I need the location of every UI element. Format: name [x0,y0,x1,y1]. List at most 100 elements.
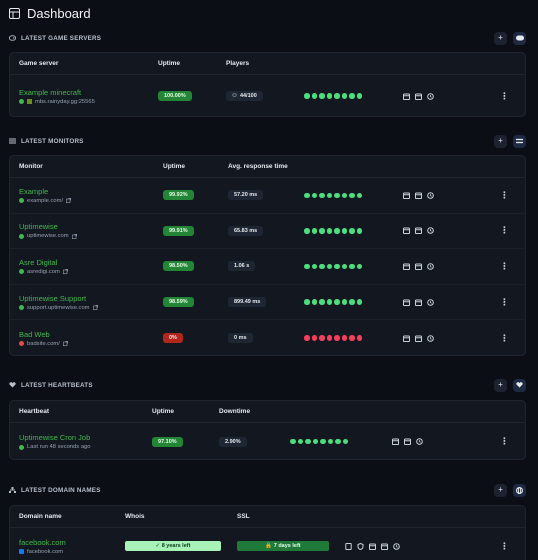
external-link-icon[interactable] [92,305,98,311]
history-icon[interactable] [416,438,423,445]
more-options-icon[interactable]: ⋮ [500,189,509,200]
more-options-icon[interactable]: ⋮ [500,436,509,446]
monitor-name[interactable]: Uptimewise Support [19,293,87,303]
more-options-icon[interactable]: ⋮ [500,90,509,101]
calendar-icon[interactable] [415,299,422,306]
calendar-icon[interactable] [415,335,422,342]
history-icon[interactable] [427,263,434,270]
response-time-badge: 899.49 ms [228,297,267,308]
table-row[interactable]: Bad Web badsite.com/0% 0 ms ⋮ [10,320,525,355]
plus-icon: + [498,33,503,42]
table-header: Monitor Uptime Avg. response time [10,156,525,178]
game-servers-table: Game server Uptime Players Example minec… [9,52,526,117]
table-header: Game server Uptime Players [10,53,525,75]
external-link-icon[interactable] [62,341,68,347]
heartbeat-dot [326,335,332,341]
heartbeat-bar [304,192,362,199]
heartbeat-dot [356,299,362,305]
monitor-name[interactable]: Example [19,186,49,196]
uptime-badge: 100.00% [158,91,192,101]
more-options-icon[interactable]: ⋮ [500,296,509,307]
status-up-icon [19,269,24,275]
response-time-badge: 1.06 s [228,261,256,272]
add-game-server-button[interactable]: + [494,31,507,45]
table-row[interactable]: Asre Digital asredigi.com 98.50% 1.06 s ⋮ [10,249,525,285]
heartbeats-view-button[interactable] [513,378,526,392]
monitor-name[interactable]: Asre Digital [19,257,58,267]
calendar-check-icon[interactable] [403,192,410,199]
calendar-check-icon[interactable] [403,299,410,306]
history-icon[interactable] [427,191,434,199]
history-icon[interactable] [427,227,434,235]
more-options-icon[interactable]: ⋮ [500,260,509,271]
heartbeat-dot [334,93,340,99]
col-monitor: Monitor [19,163,43,170]
heartbeat-dot [341,299,347,305]
calendar-check-icon[interactable] [392,438,399,445]
heartbeat-name[interactable]: Uptimewise Cron Job [19,433,91,442]
history-icon[interactable] [427,92,434,100]
heartbeat-dot [341,93,347,99]
heartbeat-dot [356,192,362,199]
game-server-name[interactable]: Example minecraft [19,87,82,97]
check-icon: ✓ [155,543,161,549]
calendar-icon[interactable] [404,438,411,445]
col-whois: Whois [125,513,145,520]
external-link-icon[interactable] [62,269,68,275]
calendar-icon[interactable] [415,263,422,270]
monitor-name[interactable]: Bad Web [19,329,50,339]
history-icon[interactable] [427,298,434,306]
heartbeat-dot [356,228,362,234]
calendar-check-icon[interactable] [403,227,410,235]
last-run-text: Last run 48 seconds ago [27,444,91,450]
heartbeat-dot [334,192,340,199]
table-row[interactable]: Uptimewise Support support.uptimewise.com… [10,285,525,321]
table-row[interactable]: facebook.com facebook.com ✓ 8 years left… [10,528,525,560]
monitor-name[interactable]: Uptimewise [19,222,58,232]
heartbeat-bar [304,228,362,234]
calendar-check-icon[interactable] [369,543,376,550]
add-domain-button[interactable]: + [494,483,507,497]
col-uptime: Uptime [163,163,186,170]
more-options-icon[interactable]: ⋮ [500,332,509,343]
monitors-view-button[interactable] [513,134,526,148]
calendar-icon[interactable] [415,192,422,199]
history-icon[interactable] [427,334,434,342]
id-card-icon[interactable] [345,542,352,550]
calendar-check-icon[interactable] [403,335,410,342]
users-icon: ⚇ [232,93,237,99]
domains-view-button[interactable] [513,483,526,497]
more-options-icon[interactable]: ⋮ [500,540,509,551]
heartbeat-dot [311,263,317,270]
table-row[interactable]: Example minecraft mbs.rainyday.gg:25565 … [10,75,525,116]
heartbeat-dot [349,299,355,305]
external-link-icon[interactable] [71,233,77,239]
table-row[interactable]: Uptimewise Cron Job Last run 48 seconds … [10,423,525,459]
more-options-icon[interactable]: ⋮ [500,225,509,236]
heartbeat-dot [334,299,340,305]
history-icon[interactable] [393,542,400,550]
calendar-icon[interactable] [415,93,422,100]
calendar-check-icon[interactable] [403,93,410,100]
calendar-icon[interactable] [381,543,388,550]
table-row[interactable]: Uptimewise uptimewise.com 99.91% 65.83 ms ⋮ [10,214,525,250]
calendar-icon[interactable] [415,227,422,235]
external-link-icon[interactable] [66,198,72,204]
heartbeat-dot [349,263,355,270]
calendar-check-icon[interactable] [403,263,410,270]
domain-name[interactable]: facebook.com [19,537,66,547]
heartbeat-dot [326,228,332,234]
heartbeat-dot [341,263,347,270]
add-monitor-button[interactable]: + [494,134,507,148]
heartbeat-dot [319,335,325,341]
col-response-time: Avg. response time [228,163,288,170]
col-uptime: Uptime [158,60,181,67]
whois-badge: ✓ 8 years left [125,541,221,551]
monitor-url: badsite.com/ [27,340,60,347]
heartbeats-header: LATEST HEARTBEATS + [9,378,526,392]
add-heartbeat-button[interactable]: + [494,378,507,392]
shield-icon[interactable] [357,542,364,550]
game-servers-view-button[interactable] [513,31,526,45]
table-row[interactable]: Example example.com/99.92% 57.20 ms ⋮ [10,178,525,214]
table-header: Heartbeat Uptime Downtime [10,401,525,423]
